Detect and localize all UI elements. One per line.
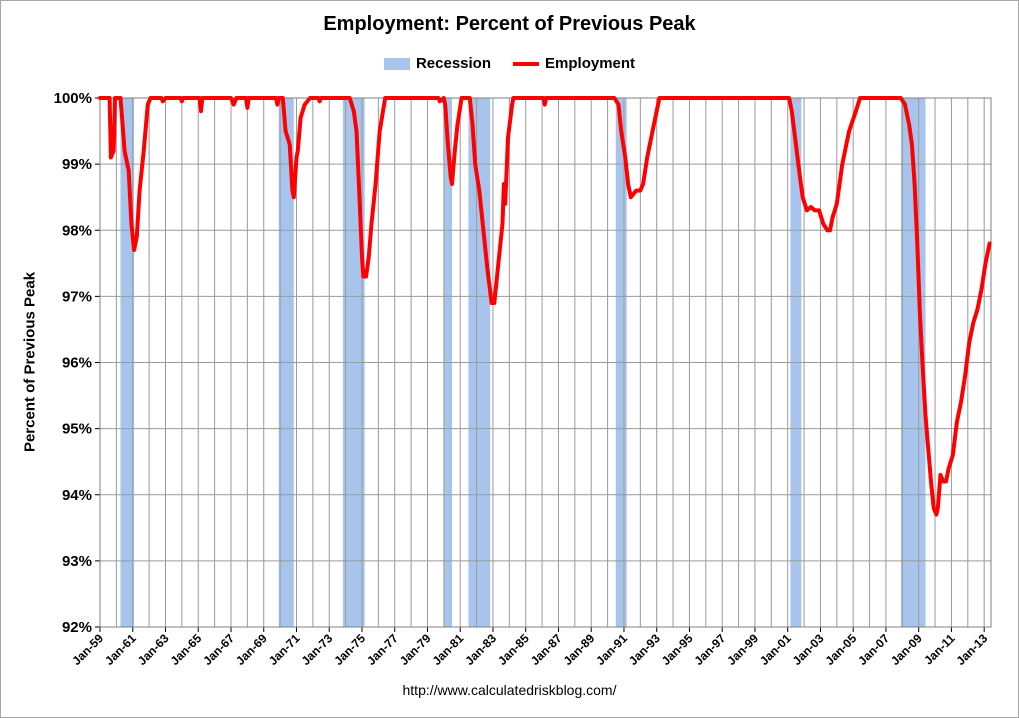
legend-swatch-employment xyxy=(513,61,540,66)
legend-item-employment: Employment xyxy=(513,55,635,72)
x-tick-label: Jan-97 xyxy=(692,631,729,668)
legend-swatch-recession xyxy=(383,57,410,70)
legend: Recession Employment xyxy=(0,55,1019,72)
x-tick-label: Jan-05 xyxy=(823,631,860,668)
x-tick-label: Jan-71 xyxy=(266,631,303,668)
x-tick-label: Jan-01 xyxy=(757,631,794,668)
y-tick-label: 99% xyxy=(62,156,92,173)
x-tick-label: Jan-87 xyxy=(528,631,565,668)
x-tick-label: Jan-93 xyxy=(626,631,663,668)
legend-label-recession: Recession xyxy=(415,55,492,72)
x-tick-label: Jan-63 xyxy=(135,631,172,668)
x-tick-label: Jan-11 xyxy=(921,631,958,668)
y-tick-label: 93% xyxy=(62,553,92,570)
series-line-employment xyxy=(98,96,992,517)
y-tick-label: 100% xyxy=(54,90,92,107)
x-tick-label: Jan-67 xyxy=(200,631,237,668)
x-tick-label: Jan-89 xyxy=(561,631,598,668)
y-tick-label: 94% xyxy=(62,487,92,504)
x-tick-label: Jan-83 xyxy=(462,631,499,668)
x-tick-label: Jan-85 xyxy=(495,631,532,668)
x-tick-label: Jan-79 xyxy=(397,631,434,668)
x-tick-label: Jan-03 xyxy=(790,631,827,668)
x-tick-label: Jan-81 xyxy=(430,631,467,668)
y-tick-label: 92% xyxy=(62,619,92,636)
x-tick-label: Jan-09 xyxy=(888,631,925,668)
x-tick-label: Jan-07 xyxy=(855,631,892,668)
legend-label-employment: Employment xyxy=(545,55,636,72)
x-tick-label: Jan-59 xyxy=(69,631,106,668)
x-tick-label: Jan-91 xyxy=(593,631,630,668)
x-tick-label: Jan-75 xyxy=(331,631,368,668)
x-tick-label: Jan-99 xyxy=(724,631,761,668)
x-tick-label: Jan-69 xyxy=(233,631,270,668)
y-tick-label: 97% xyxy=(62,288,92,305)
x-tick-label: Jan-13 xyxy=(954,631,991,668)
y-tick-label: 98% xyxy=(62,222,92,239)
x-tick-label: Jan-73 xyxy=(299,631,336,668)
source-url: http://www.calculatedriskblog.com/ xyxy=(402,682,617,698)
y-tick-label: 96% xyxy=(62,355,92,372)
y-tick-label: 95% xyxy=(62,421,92,438)
x-tick-label: Jan-65 xyxy=(168,631,205,668)
legend-item-recession: Recession xyxy=(383,55,492,72)
chart-title: Employment: Percent of Previous Peak xyxy=(323,13,696,35)
x-tick-label: Jan-77 xyxy=(364,631,401,668)
x-tick-label: Jan-95 xyxy=(659,631,696,668)
x-tick-label: Jan-61 xyxy=(102,631,139,668)
